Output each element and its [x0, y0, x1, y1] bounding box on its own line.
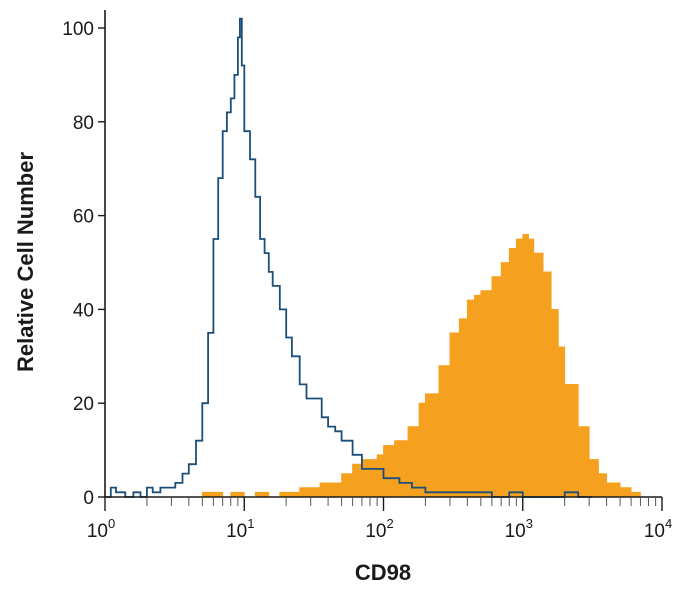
y-tick-label-60: 60 [73, 207, 94, 228]
x-tick-label-10e0: 100 [87, 516, 115, 542]
x-tick-label-10e3: 103 [505, 516, 533, 542]
x-tick-exponent: 4 [665, 516, 672, 531]
x-tick-exponent: 0 [108, 516, 115, 531]
y-tick-label-80: 80 [73, 113, 94, 134]
series-outline-histogram [105, 17, 593, 498]
y-tick-label-0: 0 [83, 488, 94, 509]
x-tick-label-10e1: 101 [226, 516, 254, 542]
x-tick-exponent: 3 [526, 516, 533, 531]
x-tick-exponent: 1 [247, 516, 254, 531]
series-layer [105, 17, 644, 498]
x-tick-exponent: 2 [386, 516, 393, 531]
ticks-layer [98, 27, 663, 511]
y-axis-title: Relative Cell Number [13, 152, 38, 373]
series-filled-histogram [196, 234, 644, 498]
y-tick-label-40: 40 [73, 300, 94, 321]
y-tick-label-20: 20 [73, 394, 94, 415]
y-tick-label-100: 100 [62, 19, 94, 40]
x-tick-label-10e4: 104 [644, 516, 672, 542]
x-axis-title: CD98 [355, 560, 411, 585]
x-tick-label-10e2: 102 [365, 516, 393, 542]
